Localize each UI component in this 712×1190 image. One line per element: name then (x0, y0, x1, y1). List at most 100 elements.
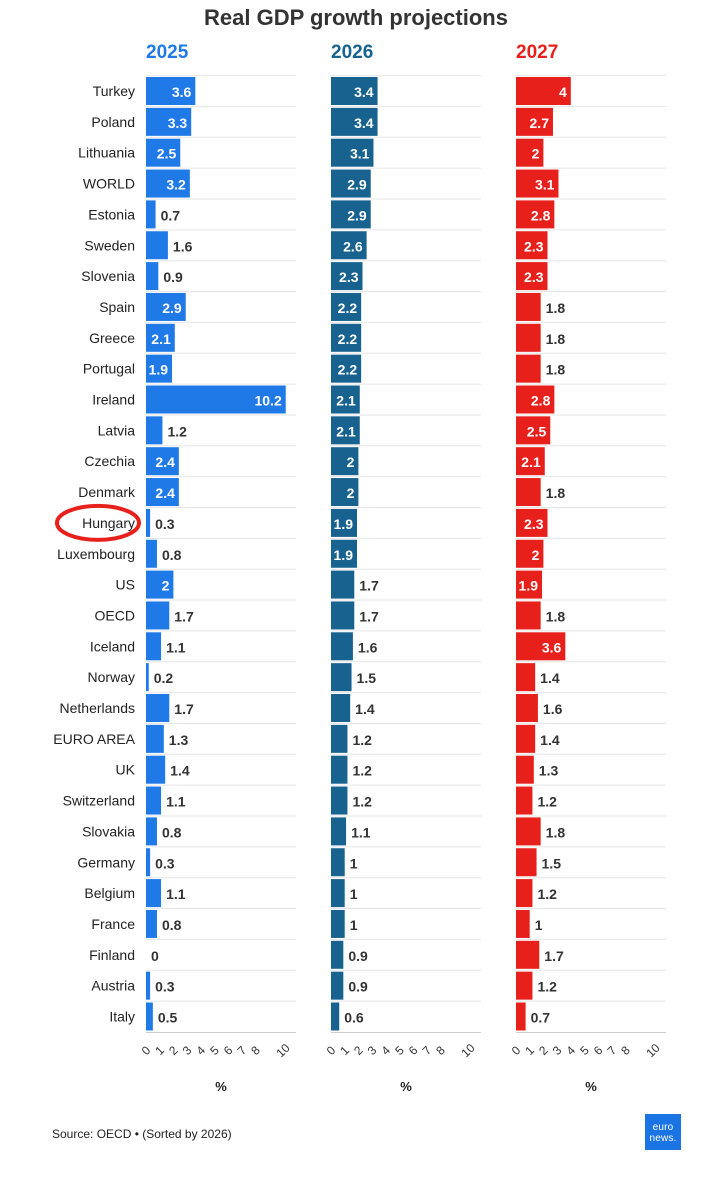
data-label-2026: 0.9 (348, 948, 368, 964)
bar-2025 (146, 724, 164, 753)
data-label-2027: 2.8 (531, 393, 551, 409)
data-label-2026: 3.4 (354, 115, 374, 131)
bar-2026 (331, 262, 363, 291)
data-label-2026: 3.4 (354, 84, 374, 100)
data-label-2027: 1.2 (537, 886, 557, 902)
x-tick-label: 8 (433, 1043, 448, 1058)
data-label-2026: 1.2 (352, 794, 372, 810)
bar-2027 (516, 786, 533, 815)
x-tick-label: 7 (235, 1043, 250, 1058)
logo-line-2: news. (649, 1132, 677, 1144)
category-label: Belgium (84, 885, 135, 901)
x-tick-label: 10 (643, 1041, 663, 1061)
data-label-2026: 2.2 (338, 362, 358, 378)
euronews-logo[interactable]: euro news. (645, 1114, 681, 1150)
bar-2027 (516, 508, 548, 537)
category-label: Norway (88, 669, 135, 685)
bar-2026 (331, 694, 351, 722)
data-label-2025: 2.4 (155, 485, 175, 501)
category-label: US (116, 577, 135, 593)
x-tick-label: 0 (324, 1043, 339, 1058)
bar-2027 (516, 138, 544, 167)
x-tick-label: 10 (458, 1041, 478, 1061)
bar-2027 (516, 940, 540, 969)
x-tick-label: 1 (522, 1043, 537, 1058)
bar-2025 (146, 755, 166, 784)
highlight-ellipse (55, 503, 141, 542)
data-label-2025: 0.7 (161, 207, 181, 223)
x-tick-label: 6 (221, 1043, 236, 1058)
data-label-2026: 1.9 (334, 547, 354, 563)
bar-2026 (331, 292, 362, 321)
data-label-2025: 1.3 (169, 732, 189, 748)
bar-2026 (331, 478, 359, 507)
data-label-2027: 2.7 (530, 115, 550, 131)
bar-2025 (146, 601, 170, 630)
x-tick-label: 5 (207, 1043, 222, 1058)
bar-2026 (331, 724, 348, 753)
bar-2026 (331, 77, 378, 105)
data-label-2025: 0.3 (155, 516, 175, 532)
bar-2025 (146, 879, 162, 908)
x-tick-label: 5 (392, 1043, 407, 1058)
bar-2025 (146, 262, 159, 291)
category-label: Switzerland (63, 793, 135, 809)
bar-2027 (516, 817, 541, 846)
data-label-2027: 1.4 (540, 732, 560, 748)
data-label-2026: 1.2 (352, 732, 372, 748)
bar-2027 (516, 724, 536, 753)
data-label-2026: 2.6 (343, 238, 363, 254)
data-label-2025: 1.6 (173, 238, 193, 254)
bar-2027 (516, 354, 541, 383)
data-label-2025: 0.2 (154, 670, 174, 686)
x-tick-label: 7 (605, 1043, 620, 1058)
bar-2025 (146, 570, 174, 599)
bar-2027 (516, 77, 571, 105)
bar-2025 (146, 385, 286, 414)
x-tick-label: 2 (351, 1043, 366, 1058)
x-axis-label: % (400, 1079, 412, 1094)
x-tick-label: 8 (618, 1043, 633, 1058)
data-label-2027: 1.7 (544, 948, 564, 964)
bar-2025 (146, 909, 157, 938)
data-label-2025: 1.1 (166, 794, 186, 810)
data-label-2026: 1.9 (334, 516, 354, 532)
bar-2025 (146, 107, 192, 136)
data-label-2026: 2.1 (336, 393, 356, 409)
data-label-2027: 2 (532, 547, 540, 563)
category-label: Turkey (93, 83, 135, 99)
bar-2027 (516, 1002, 526, 1031)
bar-2027 (516, 971, 533, 1000)
category-label: WORLD (83, 176, 135, 192)
x-tick-label: 6 (406, 1043, 421, 1058)
bar-2027 (516, 694, 538, 722)
bar-2027 (516, 200, 555, 229)
data-label-2025: 2.1 (151, 331, 171, 347)
data-label-2027: 1.2 (537, 794, 557, 810)
bar-2027 (516, 755, 534, 784)
bar-2025 (146, 447, 179, 476)
x-tick-label: 1 (337, 1043, 352, 1058)
data-label-2025: 3.3 (168, 115, 188, 131)
data-label-2027: 0.7 (531, 1010, 551, 1026)
data-label-2025: 1.4 (170, 763, 190, 779)
data-label-2026: 2.3 (339, 269, 359, 285)
x-tick-label: 0 (139, 1043, 154, 1058)
bar-2027 (516, 539, 544, 568)
data-label-2025: 0.3 (155, 855, 175, 871)
bar-2026 (331, 817, 347, 846)
data-label-2026: 0.9 (348, 979, 368, 995)
bar-2027 (516, 416, 551, 445)
series-header-2025: 2025 (146, 42, 189, 63)
bar-2026 (331, 909, 345, 938)
data-label-2026: 2 (347, 485, 355, 501)
bar-2025 (146, 169, 190, 198)
data-label-2025: 1.2 (167, 423, 187, 439)
data-label-2025: 2.5 (157, 146, 177, 162)
bar-2027 (516, 570, 543, 599)
category-label: Iceland (90, 638, 135, 654)
bar-2026 (331, 786, 348, 815)
data-label-2027: 2.3 (524, 238, 544, 254)
data-label-2025: 0.8 (162, 547, 182, 563)
data-label-2027: 1.5 (542, 855, 562, 871)
